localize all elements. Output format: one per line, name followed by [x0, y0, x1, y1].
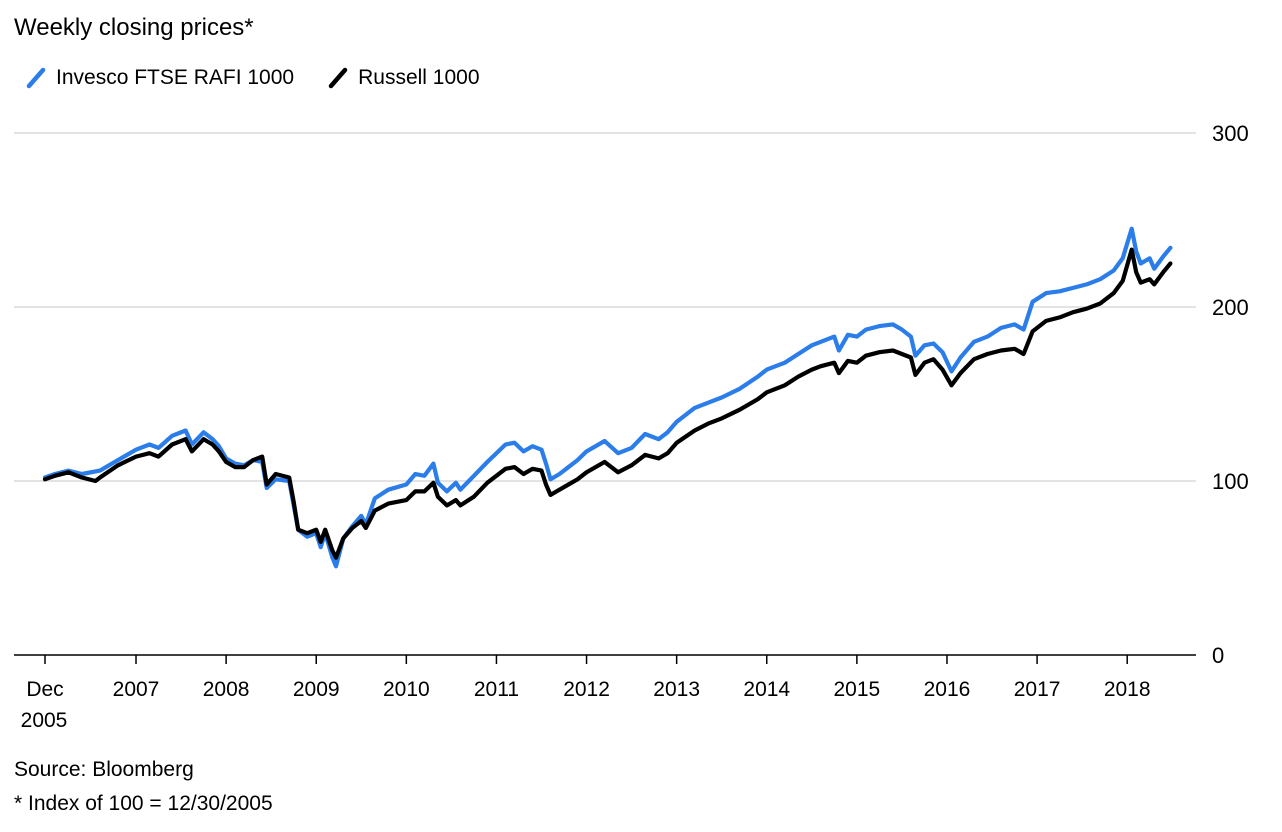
series-line-russell [42, 247, 1173, 560]
x-tick-label: 2014 [743, 678, 790, 701]
series-line-invesco [42, 226, 1173, 569]
x-tick-label: 2016 [924, 678, 971, 701]
y-tick-label: 200 [1212, 295, 1249, 320]
x-tick-label: 2018 [1104, 678, 1151, 701]
x-tick-label: 2010 [383, 678, 430, 701]
y-tick-label: 300 [1212, 121, 1249, 146]
legend-swatch-invesco [26, 67, 46, 89]
x-tick-label: 2015 [834, 678, 881, 701]
legend-item-russell: Russell 1000 [328, 66, 480, 90]
legend-swatch-russell [328, 67, 348, 89]
x-tick-label: 2011 [474, 678, 519, 701]
index-footnote: * Index of 100 = 12/30/2005 [14, 792, 273, 815]
x-tick-label: 2017 [1014, 678, 1061, 701]
legend-label-invesco: Invesco FTSE RAFI 1000 [56, 66, 295, 89]
legend-item-invesco: Invesco FTSE RAFI 1000 [26, 66, 294, 90]
x-tick-label: 2012 [563, 678, 610, 701]
y-tick-label: 0 [1212, 643, 1224, 668]
x-tick-label: 2007 [113, 678, 160, 701]
chart-subtitle: Weekly closing prices* [14, 14, 254, 41]
x-tick-label: Dec 2005 [21, 678, 68, 732]
x-tick-label: 2008 [203, 678, 250, 701]
line-chart: 0 100 200 300 Dec 2005 2007 2008 2009 2010 2011 201… [14, 121, 1249, 732]
source-note: Source: Bloomberg [14, 758, 194, 781]
x-tick-label: 2013 [653, 678, 700, 701]
x-tick-label: 2009 [293, 678, 340, 701]
legend-label-russell: Russell 1000 [358, 66, 480, 89]
y-tick-label: 100 [1212, 469, 1249, 494]
chart-legend: Invesco FTSE RAFI 1000 Russell 1000 [26, 62, 514, 94]
